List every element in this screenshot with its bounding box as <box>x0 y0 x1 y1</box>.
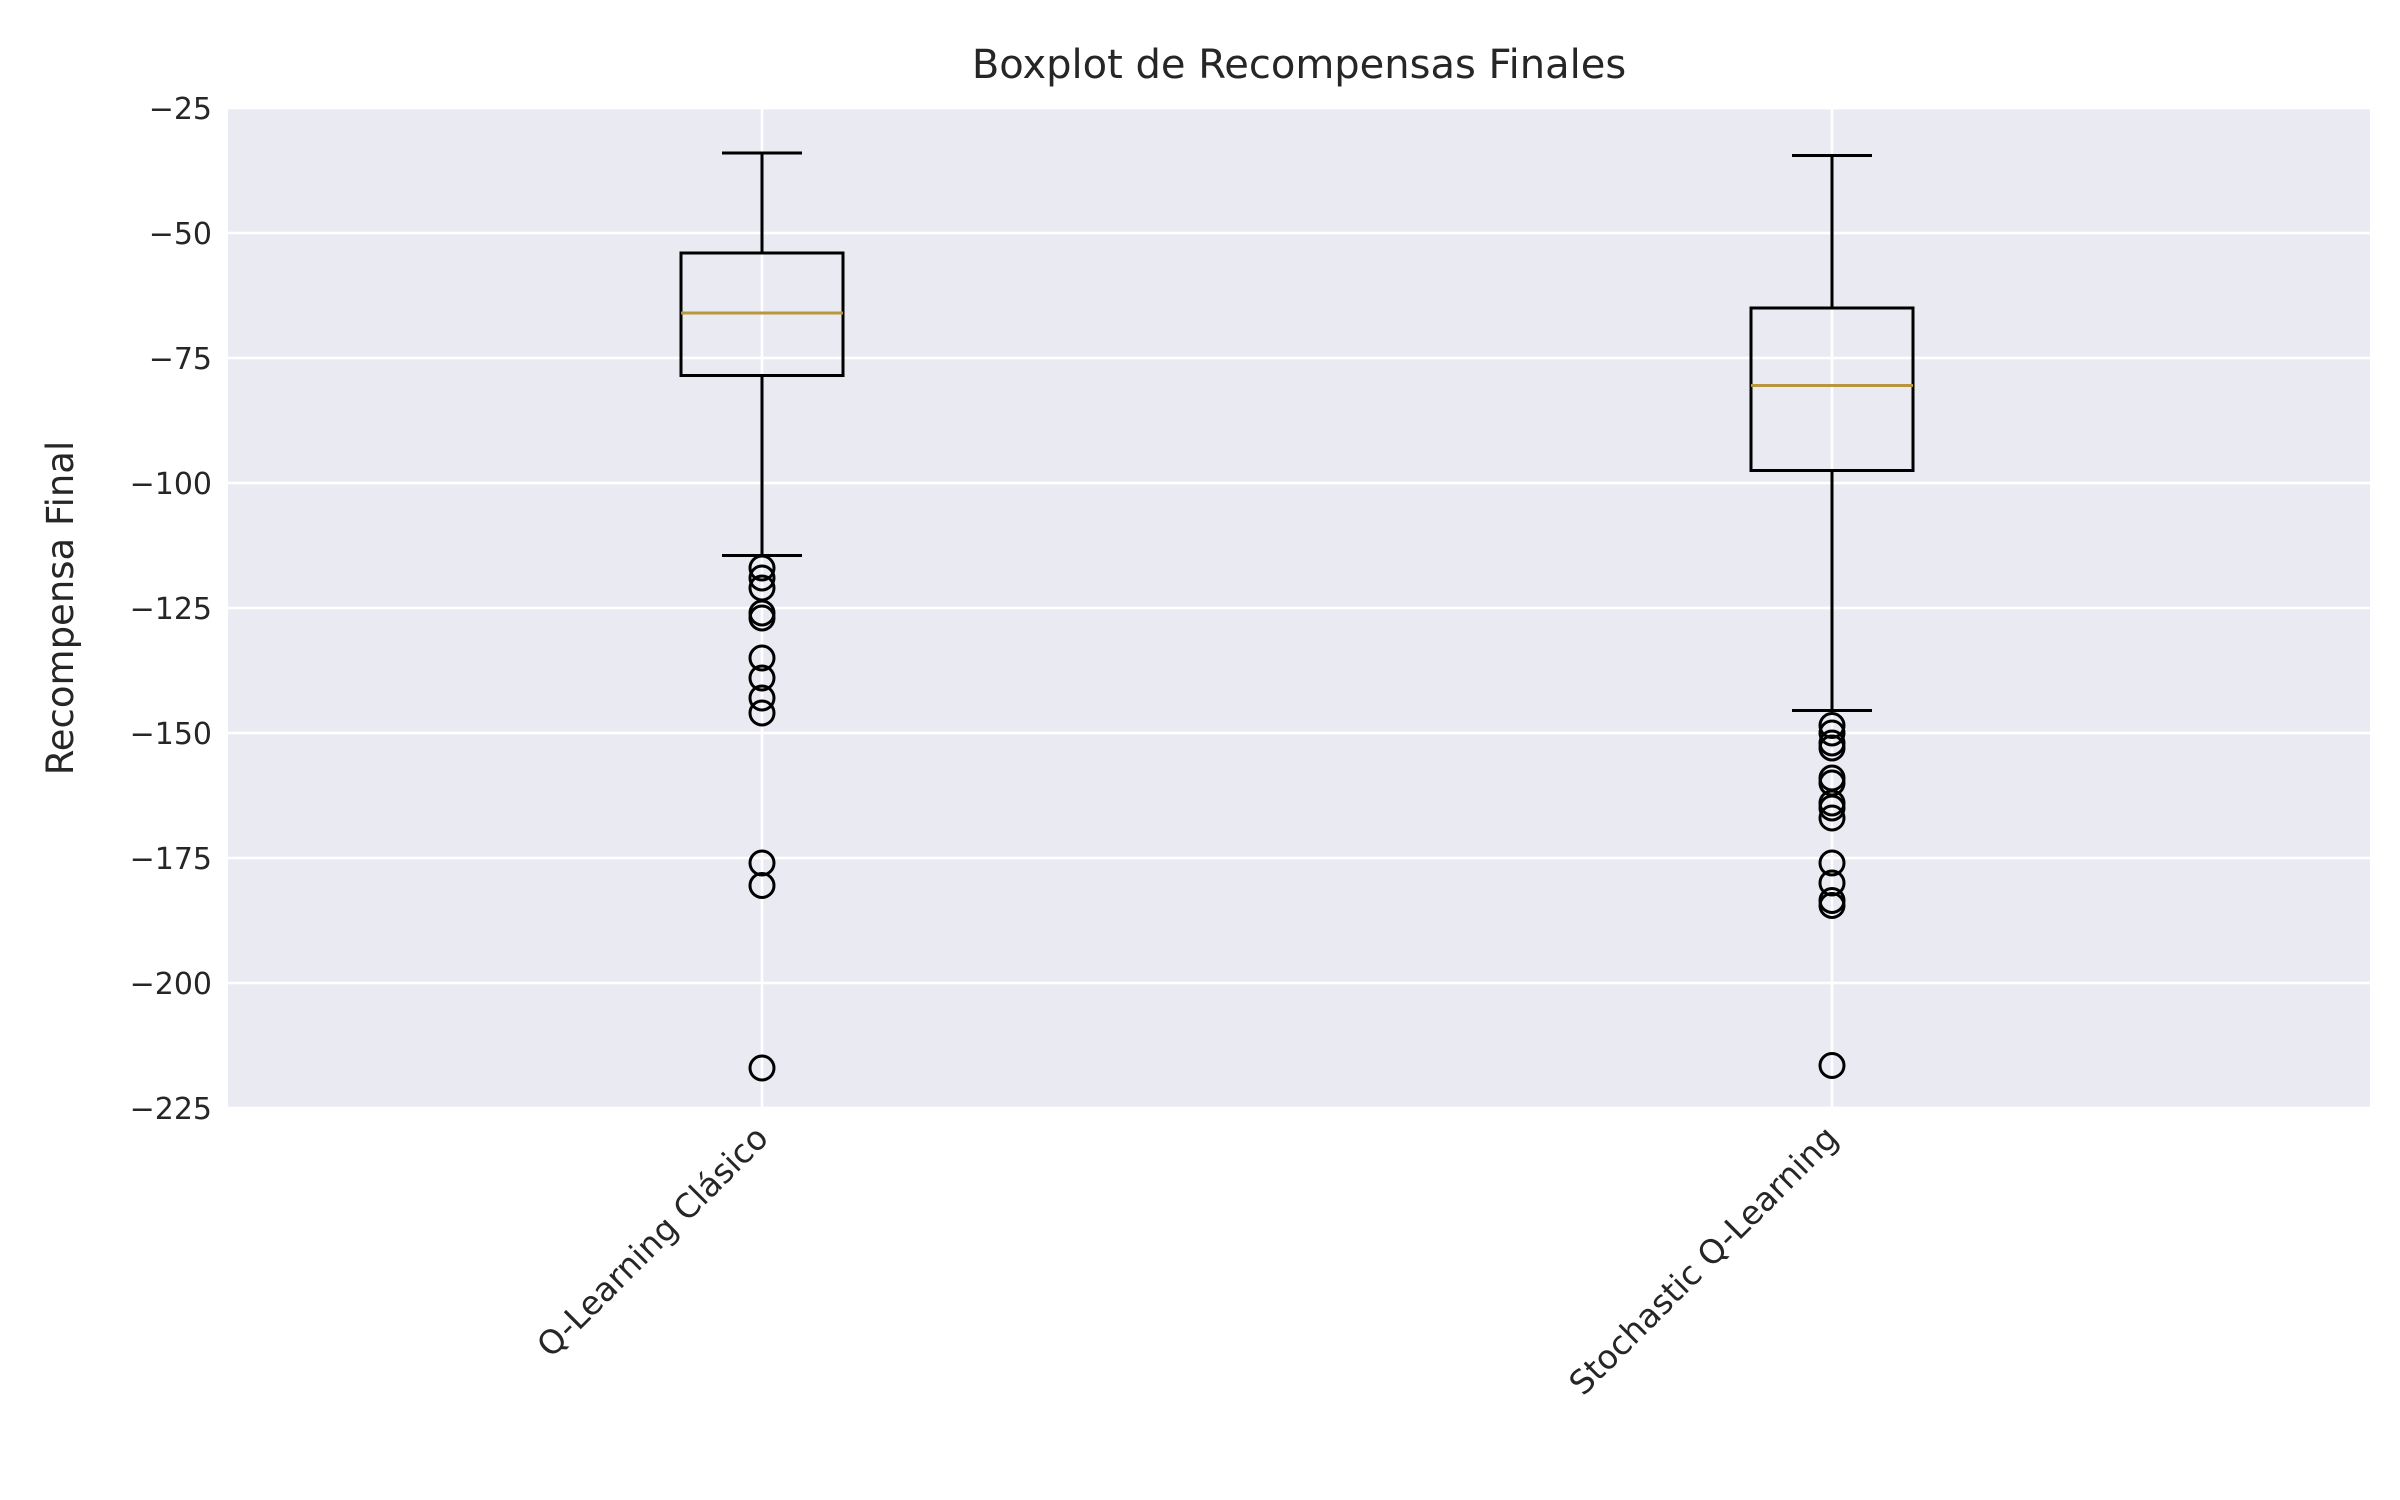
outlier-point <box>748 699 776 727</box>
x-tick-label: Stochastic Q-Learning <box>1561 1118 1846 1403</box>
outlier-point <box>1818 734 1846 762</box>
outlier-point <box>748 1054 776 1082</box>
outlier-point <box>748 872 776 899</box>
outlier-point <box>1818 794 1846 822</box>
boxes <box>679 151 1915 1082</box>
outlier-point <box>748 664 776 692</box>
box <box>1749 306 1915 472</box>
outlier-point <box>748 554 776 582</box>
y-tick-label: −200 <box>130 967 212 1002</box>
outlier-point <box>1818 1052 1846 1079</box>
y-tick-label: −100 <box>130 467 212 502</box>
y-tick-label: −175 <box>130 842 212 877</box>
y-tick-label: −25 <box>149 92 212 127</box>
outlier-point <box>1818 849 1846 877</box>
outlier-point <box>748 604 776 632</box>
y-tick-label: −150 <box>130 717 212 752</box>
y-tick-label: −225 <box>130 1092 212 1127</box>
outlier-point <box>1818 719 1846 747</box>
y-tick-label: −125 <box>130 592 212 627</box>
outlier-point <box>1818 804 1846 832</box>
outlier-point <box>748 564 776 592</box>
y-tick-label: −50 <box>149 217 212 252</box>
x-tick-label: Q-Learning Clásico <box>529 1118 776 1365</box>
y-tick-label: −75 <box>149 342 212 377</box>
outlier-point <box>748 684 776 712</box>
y-axis-label: Recompensa Final <box>39 441 82 776</box>
outlier-point <box>748 644 776 672</box>
outlier-point <box>1818 892 1846 919</box>
x-tick-labels: Q-Learning Clásico Stochastic Q-Learning <box>529 1118 1846 1403</box>
chart-title: Boxplot de Recompensas Finales <box>972 42 1626 88</box>
y-tick-labels: −25 −50 −75 −100 −125 −150 −175 −200 −225 <box>130 92 212 1127</box>
